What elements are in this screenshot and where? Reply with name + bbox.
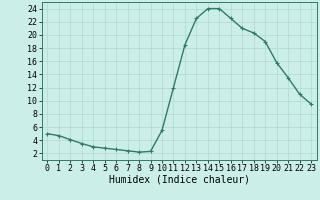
X-axis label: Humidex (Indice chaleur): Humidex (Indice chaleur) <box>109 175 250 185</box>
